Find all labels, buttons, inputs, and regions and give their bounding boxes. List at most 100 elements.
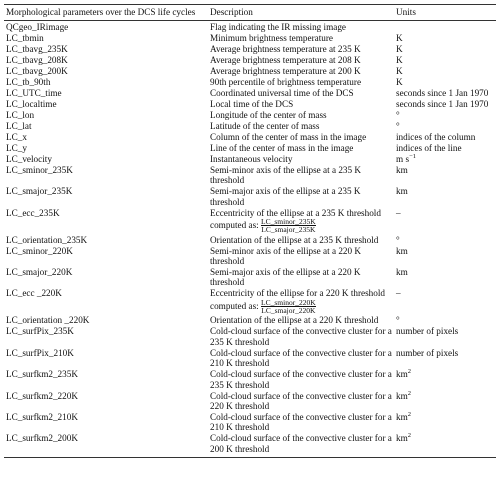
parameter-table: Morphological parameters over the DCS li… — [4, 3, 496, 459]
parameter-cell: LC_surfPix_210K — [6, 347, 74, 358]
description-cell: Local time of the DCS — [208, 98, 394, 109]
table-row: LC_surfkm2_200K Cold-cloud surface of the… — [4, 432, 496, 459]
units-cell: ° — [394, 109, 496, 120]
description-cell: Cold-cloud surface of the convective clu… — [208, 326, 394, 347]
table-row: LC_tbavg_208K Average brightness temperat… — [4, 54, 496, 65]
description-text: Column of the center of mass in the imag… — [210, 131, 367, 142]
description-text: Latitude of the center of mass — [210, 120, 320, 131]
description-text: Line of the center of mass in the image — [210, 142, 354, 153]
units-text: km — [396, 390, 408, 401]
description-cell: Semi-minor axis of the ellipse at a 235 … — [208, 164, 394, 185]
parameter-cell: LC_surfkm2_200K — [4, 433, 208, 459]
description-cell: Cold-cloud surface of the convective clu… — [208, 369, 394, 390]
description-text: Semi-major axis of the ellipse at a 220 … — [210, 266, 361, 288]
table-row: LC_y Line of the center of mass in the im… — [4, 142, 496, 153]
table-row: LC_surfkm2_235K Cold-cloud surface of the… — [4, 368, 496, 390]
description-text: Average brightness temperature at 200 K — [210, 65, 361, 76]
units-superscript: 2 — [407, 432, 411, 440]
units-text: ° — [396, 109, 400, 120]
numerator: LC_sminor_235K — [261, 216, 316, 227]
units-cell: m s−1 — [394, 153, 496, 164]
table-row: LC_tbmin Minimum brightness temperature K — [4, 32, 496, 43]
units-cell: – — [394, 207, 496, 234]
description-cell: Longitude of the center of mass — [208, 109, 394, 120]
description-text: Orientation of the ellipse at a 220 K th… — [210, 315, 379, 326]
table-row: LC_velocity Instantaneous velocity m s−1 — [4, 153, 496, 164]
units-text: km — [396, 433, 408, 444]
units-cell: ° — [394, 315, 496, 326]
header-row: Morphological parameters over the DCS li… — [4, 3, 496, 22]
units-text: seconds since 1 Jan 1970 — [396, 87, 489, 98]
description-cell: Cold-cloud surface of the convective clu… — [208, 412, 394, 433]
units-cell: km2 — [394, 432, 496, 459]
parameter-cell: LC_smajor_220K — [6, 266, 73, 277]
description-cell: Column of the center of mass in the imag… — [208, 131, 394, 142]
description-text: Longitude of the center of mass — [210, 109, 327, 120]
table-row: LC_lat Latitude of the center of mass ° — [4, 120, 496, 131]
table-row: LC_tbavg_200K Average brightness temperat… — [4, 65, 496, 76]
table-row: LC_smajor_220K Semi-major axis of the ell… — [4, 267, 496, 288]
units-text: number of pixels — [396, 347, 459, 358]
parameter-cell: LC_tbavg_208K — [6, 54, 68, 65]
parameter-cell: LC_velocity — [6, 153, 52, 164]
parameter-cell: LC_tbavg_200K — [6, 65, 68, 76]
units-text: km — [396, 245, 408, 256]
units-cell — [394, 21, 496, 33]
description-cell: Eccentricity of the ellipse at a 235 K t… — [208, 207, 394, 234]
table-row: LC_orientation _220K Orientation of the e… — [4, 315, 496, 326]
description-text: Orientation of the ellipse at a 235 K th… — [210, 234, 379, 245]
table-row: LC_surfkm2_220K Cold-cloud surface of the… — [4, 390, 496, 411]
units-cell: km — [394, 164, 496, 185]
parameter-cell: LC_ecc_235K — [6, 207, 60, 218]
units-superscript: −1 — [409, 152, 416, 160]
units-text: m s — [396, 153, 410, 164]
description-text: Semi-major axis of the ellipse at a 235 … — [210, 186, 361, 207]
units-cell: ° — [394, 120, 496, 131]
description-text: Eccentricity of the ellipse at a 235 K t… — [210, 207, 381, 231]
description-text: Local time of the DCS — [210, 98, 294, 109]
units-cell: number of pixels — [394, 347, 496, 368]
units-text: K — [396, 65, 403, 76]
description-cell: Latitude of the center of mass — [208, 120, 394, 131]
parameter-cell: LC_tbmin — [6, 32, 44, 43]
units-cell: ° — [394, 234, 496, 245]
description-cell: Semi-minor axis of the ellipse at a 220 … — [208, 245, 394, 266]
parameter-cell: LC_x — [6, 131, 27, 142]
units-cell: K — [394, 65, 496, 76]
units-cell: km2 — [394, 368, 496, 390]
table-row: LC_x Column of the center of mass in the … — [4, 131, 496, 142]
table-row: LC_tb_90th 90th percentile of brightness … — [4, 76, 496, 87]
description-text: Cold-cloud surface of the convective clu… — [210, 433, 392, 454]
units-superscript: 2 — [407, 368, 411, 376]
units-text: K — [396, 76, 403, 87]
units-cell: K — [394, 32, 496, 43]
units-cell: km — [394, 267, 496, 288]
description-text: Instantaneous velocity — [210, 153, 293, 164]
description-cell: Minimum brightness temperature — [208, 32, 394, 43]
units-text: ° — [396, 234, 400, 245]
fraction: LC_sminor_235K LC_smajor_235K — [261, 218, 316, 234]
description-cell: Average brightness temperature at 208 K — [208, 54, 394, 65]
units-text: km — [396, 369, 408, 380]
parameter-cell: LC_orientation_235K — [6, 234, 88, 245]
description-text: Eccentricity of the ellipse for a 220 K … — [210, 288, 386, 311]
parameter-cell: LC_sminor_235K — [6, 164, 73, 175]
units-text: ° — [396, 120, 400, 131]
table-row: LC_surfPix_235K Cold-cloud surface of the… — [4, 326, 496, 347]
table-row: LC_ecc_235K Eccentricity of the ellipse a… — [4, 207, 496, 234]
description-cell: Average brightness temperature at 200 K — [208, 65, 394, 76]
description-text: 90th percentile of brightness temperatur… — [210, 76, 362, 87]
units-text: km — [396, 164, 408, 175]
units-cell: indices of the column — [394, 131, 496, 142]
description-text: Cold-cloud surface of the convective clu… — [210, 390, 392, 411]
units-cell: – — [394, 288, 496, 315]
parameter-cell: LC_y — [6, 142, 27, 153]
units-text: K — [396, 32, 403, 43]
description-cell: Cold-cloud surface of the convective clu… — [208, 433, 394, 459]
description-cell: Orientation of the ellipse at a 220 K th… — [208, 315, 394, 326]
units-text: ° — [396, 315, 400, 326]
description-cell: Orientation of the ellipse at a 235 K th… — [208, 234, 394, 245]
parameter-cell: LC_surfPix_235K — [6, 326, 74, 337]
table-row: LC_sminor_235K Semi-minor axis of the ell… — [4, 164, 496, 185]
description-text: Cold-cloud surface of the convective clu… — [210, 411, 392, 433]
